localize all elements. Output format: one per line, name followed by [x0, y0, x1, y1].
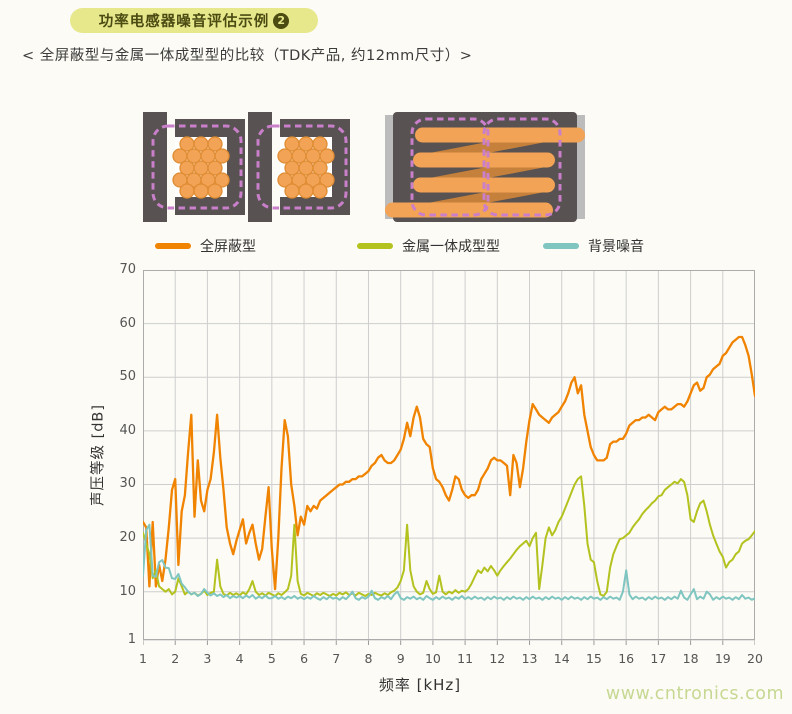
- x-axis-title: 频率 [kHz]: [378, 676, 462, 694]
- x-tick-label: 16: [618, 651, 635, 666]
- y-axis-title: 声压等级 [dB]: [90, 403, 107, 507]
- y-tick-label: 10: [119, 583, 136, 599]
- y-tick-label: 30: [119, 476, 136, 492]
- x-tick-label: 1: [139, 651, 147, 666]
- legend-label: 背景噪音: [588, 239, 644, 255]
- x-tick-label: 13: [521, 651, 538, 666]
- legend-item-metal-molded: 金属一体成型型: [357, 236, 500, 256]
- flux-path-dashed-outline: [256, 124, 348, 210]
- chart-subtitle: < 全屏蔽型与金属一体成型型的比较（TDK产品, 约12mm尺寸）>: [22, 48, 473, 64]
- x-tick-label: 2: [171, 651, 180, 666]
- legend-swatch: [357, 243, 393, 249]
- title-banner: 功率电感器噪音评估示例 2: [70, 8, 318, 33]
- legend-swatch: [543, 243, 579, 249]
- winding-wire-circles: [172, 136, 230, 199]
- shield-core-unit: [248, 112, 350, 222]
- y-tick-label: 50: [119, 369, 136, 385]
- x-tick-label: 18: [682, 651, 699, 666]
- metal-molded-inductor-diagram: [385, 112, 585, 222]
- x-tick-label: 3: [203, 651, 212, 666]
- chart-area: [141, 269, 757, 646]
- y-tick-label: 60: [119, 315, 136, 331]
- legend-label: 全屏蔽型: [200, 239, 256, 255]
- flux-path-dashed-outlines: [410, 117, 562, 217]
- x-tick-label: 12: [489, 651, 506, 666]
- full-shield-inductor-diagram: [143, 112, 350, 222]
- y-tick-label: 1: [127, 632, 136, 647]
- x-tick-label: 20: [747, 651, 763, 666]
- x-tick-label: 9: [396, 651, 405, 666]
- x-tick-label: 10: [424, 651, 441, 666]
- x-tick-label: 5: [267, 651, 276, 666]
- y-tick-label: 40: [119, 422, 136, 438]
- y-tick-label: 20: [119, 530, 136, 546]
- y-tick-label: 70: [119, 262, 136, 277]
- flux-path-dashed-outline: [151, 124, 243, 210]
- x-tick-label: 14: [553, 651, 570, 666]
- x-tick-label: 15: [585, 651, 602, 666]
- x-tick-label: 6: [300, 651, 309, 666]
- legend-swatch: [155, 243, 191, 249]
- page-title: 功率电感器噪音评估示例: [98, 14, 270, 30]
- shield-core-unit: [143, 112, 245, 222]
- legend-label: 金属一体成型型: [402, 239, 500, 255]
- x-tick-label: 11: [457, 651, 474, 666]
- x-tick-label: 8: [364, 651, 373, 666]
- chart-plot: [141, 269, 757, 645]
- watermark: www.cntronics.com: [605, 684, 784, 704]
- title-number-badge: 2: [273, 12, 290, 29]
- x-tick-label: 19: [714, 651, 731, 666]
- winding-wire-circles: [277, 136, 335, 199]
- x-tick-label: 4: [235, 651, 244, 666]
- x-tick-label: 7: [332, 651, 341, 666]
- legend-item-background-noise: 背景噪音: [543, 236, 644, 256]
- legend-item-full-shield: 全屏蔽型: [155, 236, 256, 256]
- x-tick-label: 17: [650, 651, 667, 666]
